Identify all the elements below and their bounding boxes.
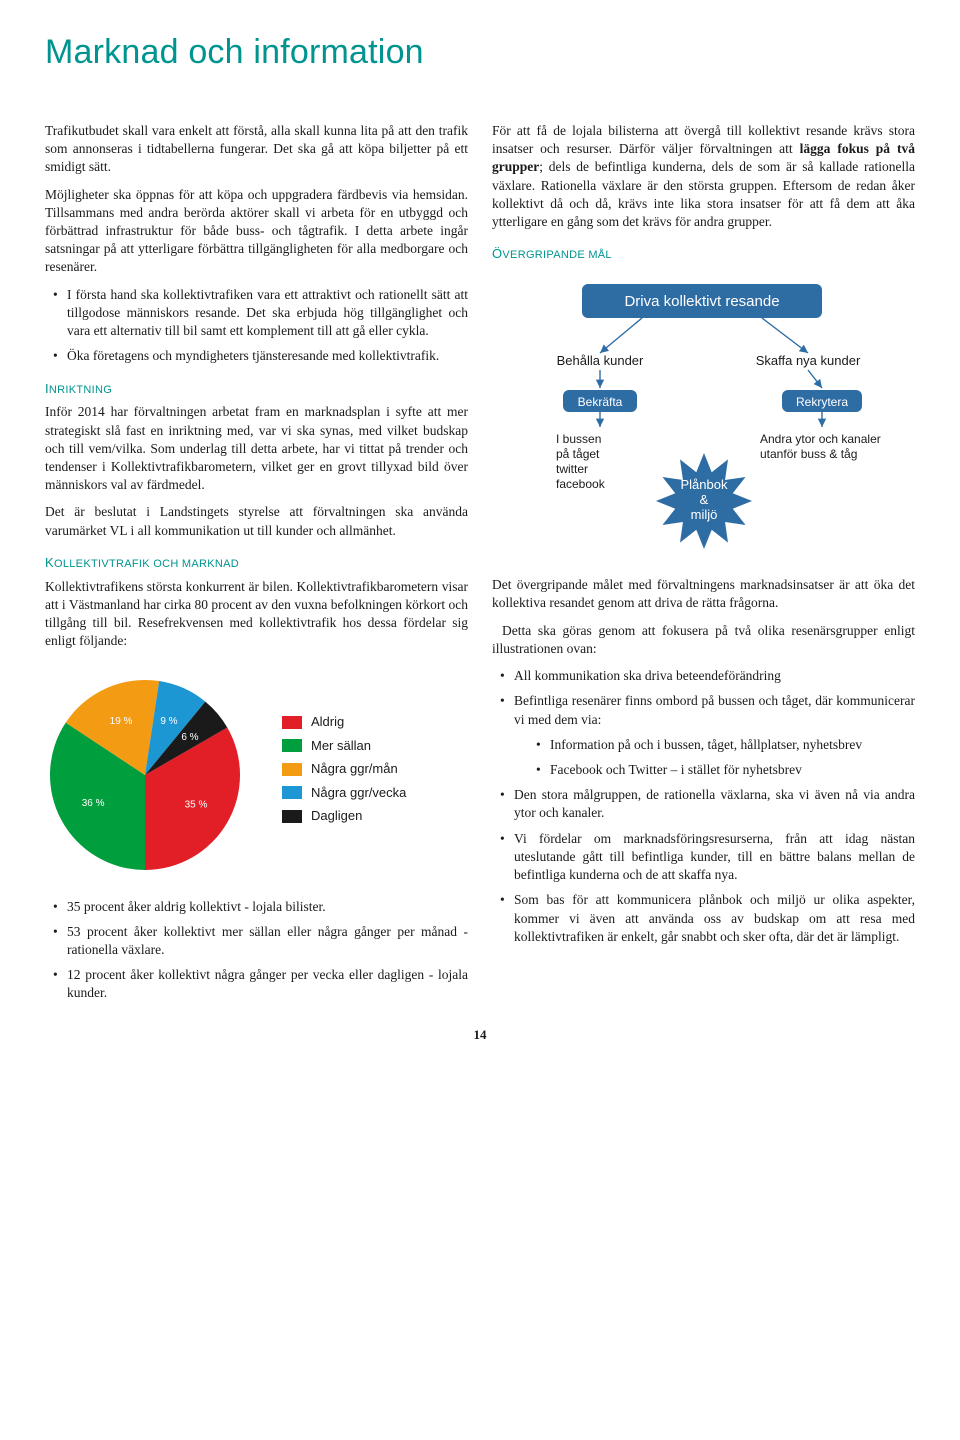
- legend-item: Dagligen: [282, 807, 406, 825]
- legend-item: Mer sällan: [282, 737, 406, 755]
- svg-text:19 %: 19 %: [110, 716, 133, 727]
- legend-swatch: [282, 739, 302, 752]
- list-item: 53 procent åker kollektivt mer sällan el…: [45, 923, 468, 959]
- svg-text:36 %: 36 %: [82, 798, 105, 809]
- section-heading-overgripande: ÖVERGRIPANDE MÅL: [492, 245, 915, 263]
- right-column: För att få de lojala bilisterna att över…: [492, 122, 915, 1012]
- svg-text:miljö: miljö: [691, 507, 718, 522]
- page-title: Marknad och information: [45, 30, 915, 76]
- legend-label: Dagligen: [311, 807, 362, 825]
- svg-text:I bussen: I bussen: [556, 432, 601, 446]
- paragraph: Trafikutbudet skall vara enkelt att förs…: [45, 122, 468, 177]
- legend-label: Mer sällan: [311, 737, 371, 755]
- left-column: Trafikutbudet skall vara enkelt att förs…: [45, 122, 468, 1012]
- svg-text:6 %: 6 %: [181, 732, 198, 743]
- svg-text:Andra ytor och kanaler: Andra ytor och kanaler: [760, 432, 881, 446]
- paragraph: Kollektivtrafikens största konkurrent är…: [45, 578, 468, 651]
- svg-text:på tåget: på tåget: [556, 447, 600, 461]
- list-item: Öka företagens och myndigheters tjänster…: [45, 347, 468, 365]
- paragraph: Detta ska göras genom att fokusera på tv…: [492, 622, 915, 658]
- paragraph: Det övergripande målet med förvaltningen…: [492, 576, 915, 612]
- svg-text:Rekrytera: Rekrytera: [796, 395, 848, 409]
- svg-text:9 %: 9 %: [160, 716, 177, 727]
- list-item: Vi fördelar om marknadsföringsresurserna…: [492, 830, 915, 885]
- list-item: Befintliga resenärer finns ombord på bus…: [492, 692, 915, 779]
- svg-text:facebook: facebook: [556, 477, 606, 491]
- section-heading-kollektivtrafik: KOLLEKTIVTRAFIK OCH MARKNAD: [45, 554, 468, 572]
- section-heading-inriktning: INRIKTNING: [45, 380, 468, 398]
- list-item: 35 procent åker aldrig kollektivt - loja…: [45, 898, 468, 916]
- legend-item: Några ggr/vecka: [282, 784, 406, 802]
- bullet-list: I första hand ska kollektivtrafiken vara…: [45, 286, 468, 366]
- bullet-list: 35 procent åker aldrig kollektivt - loja…: [45, 898, 468, 1003]
- svg-text:&: &: [700, 492, 709, 507]
- legend-item: Några ggr/mån: [282, 760, 406, 778]
- list-item: I första hand ska kollektivtrafiken vara…: [45, 286, 468, 341]
- list-item: Facebook och Twitter – i stället för nyh…: [514, 761, 915, 779]
- svg-text:Behålla kunder: Behålla kunder: [557, 353, 644, 368]
- pie-legend: Aldrig Mer sällan Några ggr/mån Några ggr/v…: [282, 713, 406, 831]
- paragraph: För att få de lojala bilisterna att över…: [492, 122, 915, 231]
- pie-chart: 35 % 36 % 19 % 9 % 6 %: [45, 665, 260, 880]
- list-item: Information på och i bussen, tåget, håll…: [514, 736, 915, 754]
- svg-text:twitter: twitter: [556, 462, 588, 476]
- legend-label: Några ggr/mån: [311, 760, 398, 778]
- legend-swatch: [282, 763, 302, 776]
- nested-list: Information på och i bussen, tåget, håll…: [514, 736, 915, 779]
- legend-label: Några ggr/vecka: [311, 784, 406, 802]
- list-item: All kommunikation ska driva beteendeförä…: [492, 667, 915, 685]
- legend-swatch: [282, 810, 302, 823]
- flow-diagram: Driva kollektivt resande Behålla kunder Sk…: [492, 273, 915, 558]
- svg-text:35 %: 35 %: [185, 799, 208, 810]
- legend-swatch: [282, 716, 302, 729]
- paragraph: Möjligheter ska öppnas för att köpa och …: [45, 186, 468, 277]
- list-item: Den stora målgruppen, de rationella växl…: [492, 786, 915, 822]
- svg-text:utanför buss & tåg: utanför buss & tåg: [760, 447, 857, 461]
- page-number: 14: [45, 1026, 915, 1044]
- svg-text:Driva kollektivt resande: Driva kollektivt resande: [624, 293, 779, 310]
- list-item: Som bas för att kommunicera plånbok och …: [492, 891, 915, 946]
- legend-label: Aldrig: [311, 713, 344, 731]
- paragraph: Det är beslutat i Landstingets styrelse …: [45, 503, 468, 539]
- paragraph: Inför 2014 har förvaltningen arbetat fra…: [45, 403, 468, 494]
- bullet-list: All kommunikation ska driva beteendeförä…: [492, 667, 915, 946]
- svg-text:Bekräfta: Bekräfta: [578, 395, 623, 409]
- legend-swatch: [282, 786, 302, 799]
- pie-chart-block: 35 % 36 % 19 % 9 % 6 % Aldrig Mer sällan Några…: [45, 665, 468, 880]
- svg-text:Plånbok: Plånbok: [681, 477, 728, 492]
- svg-text:Skaffa nya kunder: Skaffa nya kunder: [756, 353, 861, 368]
- legend-item: Aldrig: [282, 713, 406, 731]
- list-item: 12 procent åker kollektivt några gånger …: [45, 966, 468, 1002]
